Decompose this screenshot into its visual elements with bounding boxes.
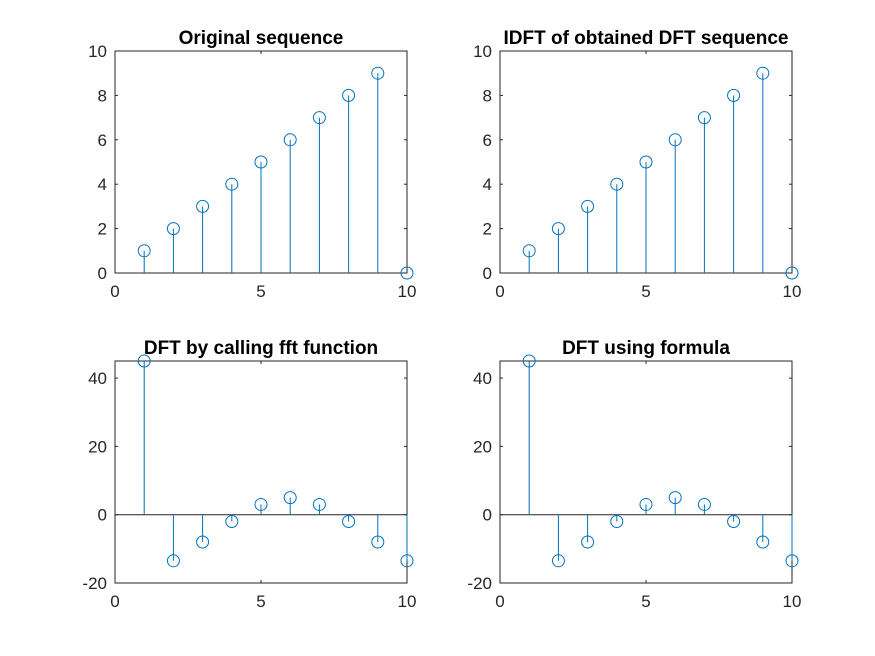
y-tick-label: 6 — [483, 131, 492, 150]
stem-marker — [371, 66, 385, 80]
stem-marker — [400, 554, 414, 568]
y-tick-label: 8 — [483, 86, 492, 105]
stem-marker — [254, 155, 268, 169]
stem-marker — [697, 111, 711, 125]
stem-marker — [522, 244, 536, 258]
stem-marker — [581, 535, 595, 549]
stem-marker — [756, 66, 770, 80]
stem-marker — [668, 491, 682, 505]
stem-marker — [522, 354, 536, 368]
stem-marker — [225, 515, 239, 529]
y-tick-label: 40 — [88, 369, 107, 388]
y-tick-label: 0 — [483, 264, 492, 283]
stem-marker — [610, 177, 624, 191]
x-tick-label: 0 — [110, 282, 119, 301]
subplot-title: IDFT of obtained DFT sequence — [503, 28, 788, 49]
y-tick-label: 20 — [473, 437, 492, 456]
y-tick-label: -20 — [82, 574, 107, 593]
stem-marker — [639, 155, 653, 169]
y-tick-label: 40 — [473, 369, 492, 388]
y-tick-label: 0 — [483, 506, 492, 525]
stem-marker — [785, 266, 799, 280]
stem-marker — [254, 497, 268, 511]
x-tick-label: 0 — [495, 282, 504, 301]
stem-marker — [400, 266, 414, 280]
y-tick-label: 8 — [98, 86, 107, 105]
stem-marker — [312, 111, 326, 125]
y-tick-label: 10 — [473, 42, 492, 61]
y-tick-label: 4 — [98, 175, 107, 194]
x-tick-label: 5 — [256, 282, 265, 301]
stem-marker — [727, 515, 741, 529]
y-tick-label: 2 — [98, 220, 107, 239]
y-tick-label: 0 — [98, 506, 107, 525]
x-tick-label: 10 — [398, 282, 417, 301]
subplot-title: Original sequence — [179, 28, 344, 49]
axes-box — [114, 360, 408, 584]
y-tick-label: 0 — [98, 264, 107, 283]
x-tick-label: 10 — [398, 592, 417, 611]
stem-marker — [727, 88, 741, 102]
subplot-title: DFT using formula — [562, 338, 730, 359]
stem-marker — [137, 354, 151, 368]
x-tick-label: 10 — [783, 282, 802, 301]
stem-marker — [225, 177, 239, 191]
subplot-idft-sequence: 0 5 10 0 2 4 6 8 10 IDFT of obtained DFT sequence — [473, 28, 801, 301]
stem-marker — [785, 554, 799, 568]
x-tick-label: 5 — [641, 282, 650, 301]
stem-marker — [283, 491, 297, 505]
stem-marker — [312, 497, 326, 511]
stem-marker — [581, 199, 595, 213]
stem-marker — [551, 222, 565, 236]
stem-marker — [342, 88, 356, 102]
y-tick-label: 10 — [88, 42, 107, 61]
x-tick-label: 10 — [783, 592, 802, 611]
stem-marker — [196, 535, 210, 549]
y-tick-label: 2 — [483, 220, 492, 239]
subplot-title: DFT by calling fft function — [144, 338, 378, 359]
y-tick-label: 4 — [483, 175, 492, 194]
stem-marker — [697, 497, 711, 511]
axes-box — [499, 360, 793, 584]
stem-marker — [137, 244, 151, 258]
stem-marker — [551, 554, 565, 568]
x-tick-label: 5 — [256, 592, 265, 611]
stem-marker — [196, 199, 210, 213]
stem-marker — [342, 515, 356, 529]
stem-marker — [639, 497, 653, 511]
x-tick-label: 0 — [110, 592, 119, 611]
y-tick-label: -20 — [467, 574, 492, 593]
stem-marker — [166, 554, 180, 568]
subplot-original-sequence: 0 5 10 0 2 4 6 8 10 Original sequence — [88, 28, 416, 301]
x-tick-label: 5 — [641, 592, 650, 611]
x-tick-label: 0 — [495, 592, 504, 611]
stem-marker — [610, 515, 624, 529]
stem-marker — [371, 535, 385, 549]
stem-marker — [283, 133, 297, 147]
stem-marker — [166, 222, 180, 236]
y-tick-label: 20 — [88, 437, 107, 456]
stem-marker — [756, 535, 770, 549]
stem-marker — [668, 133, 682, 147]
y-tick-label: 6 — [98, 131, 107, 150]
